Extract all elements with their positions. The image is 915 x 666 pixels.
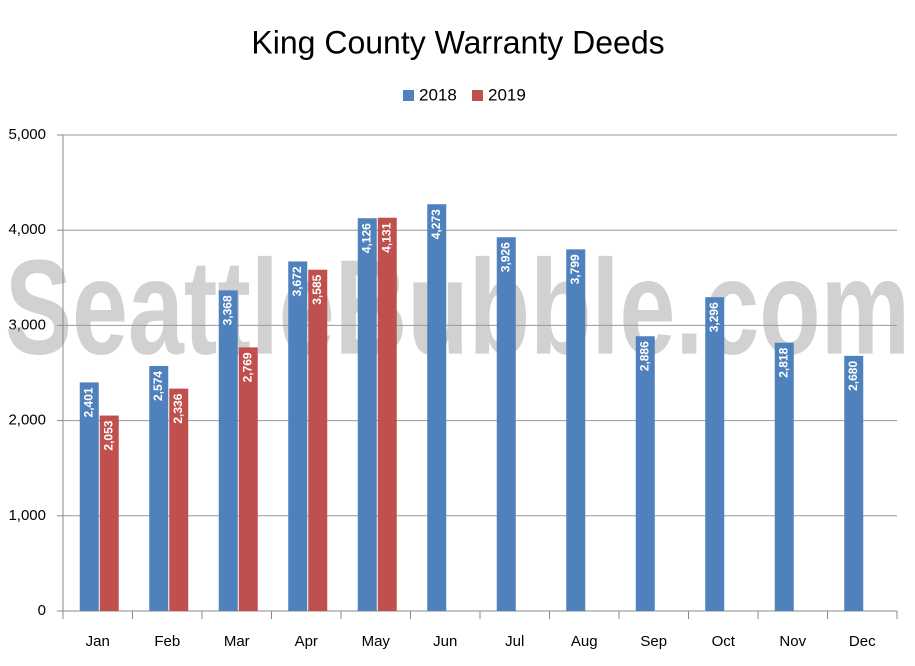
x-tick-label: Aug xyxy=(571,633,598,650)
value-label: 2,053 xyxy=(101,420,115,450)
bar xyxy=(149,365,169,611)
legend-label: 2019 xyxy=(488,85,526,104)
value-label: 3,585 xyxy=(310,274,324,304)
x-tick-label: Feb xyxy=(154,633,180,650)
bar xyxy=(496,237,516,611)
value-label: 3,368 xyxy=(220,295,234,325)
y-tick-label: 3,000 xyxy=(8,316,46,333)
x-tick-label: Mar xyxy=(224,633,250,650)
x-tick-label: Oct xyxy=(712,633,736,650)
value-label: 4,131 xyxy=(379,222,393,252)
value-label: 2,680 xyxy=(846,361,860,391)
bar xyxy=(357,218,377,611)
y-tick-label: 0 xyxy=(38,602,46,619)
value-label: 3,926 xyxy=(498,242,512,272)
value-label: 2,574 xyxy=(151,371,165,401)
chart-title: King County Warranty Deeds xyxy=(251,24,664,60)
bar xyxy=(774,342,794,611)
legend-swatch xyxy=(403,90,414,101)
value-label: 2,886 xyxy=(637,341,651,371)
bar xyxy=(288,261,308,611)
legend-label: 2018 xyxy=(419,85,457,104)
x-tick-label: Dec xyxy=(849,633,876,650)
bar xyxy=(705,297,725,611)
x-tick-label: Sep xyxy=(640,633,667,650)
bar xyxy=(635,336,655,611)
y-tick-label: 4,000 xyxy=(8,221,46,238)
bar xyxy=(377,217,397,611)
bar xyxy=(238,347,258,611)
x-tick-label: May xyxy=(362,633,391,650)
x-tick-label: Apr xyxy=(295,633,318,650)
watermark: SeattleBubble.com xyxy=(5,232,910,383)
x-tick-label: Jan xyxy=(86,633,110,650)
value-label: 4,126 xyxy=(359,223,373,253)
x-tick-label: Jul xyxy=(505,633,524,650)
bar xyxy=(427,204,447,612)
x-tick-label: Nov xyxy=(779,633,806,650)
value-label: 2,769 xyxy=(240,352,254,382)
legend-swatch xyxy=(472,90,483,101)
y-tick-label: 5,000 xyxy=(8,126,46,143)
bar xyxy=(218,290,238,611)
bar xyxy=(308,269,328,611)
bar xyxy=(79,382,99,611)
value-label: 3,296 xyxy=(707,302,721,332)
value-label: 4,273 xyxy=(429,209,443,239)
bar xyxy=(99,415,119,611)
value-label: 3,799 xyxy=(568,254,582,284)
bar xyxy=(844,355,864,611)
bar xyxy=(566,249,586,611)
value-label: 2,401 xyxy=(81,387,95,417)
bar xyxy=(169,388,189,611)
value-label: 2,818 xyxy=(776,347,790,377)
x-tick-label: Jun xyxy=(433,633,457,650)
value-label: 3,672 xyxy=(290,266,304,296)
value-label: 2,336 xyxy=(171,393,185,423)
y-tick-label: 1,000 xyxy=(8,507,46,524)
y-tick-label: 2,000 xyxy=(8,412,46,429)
